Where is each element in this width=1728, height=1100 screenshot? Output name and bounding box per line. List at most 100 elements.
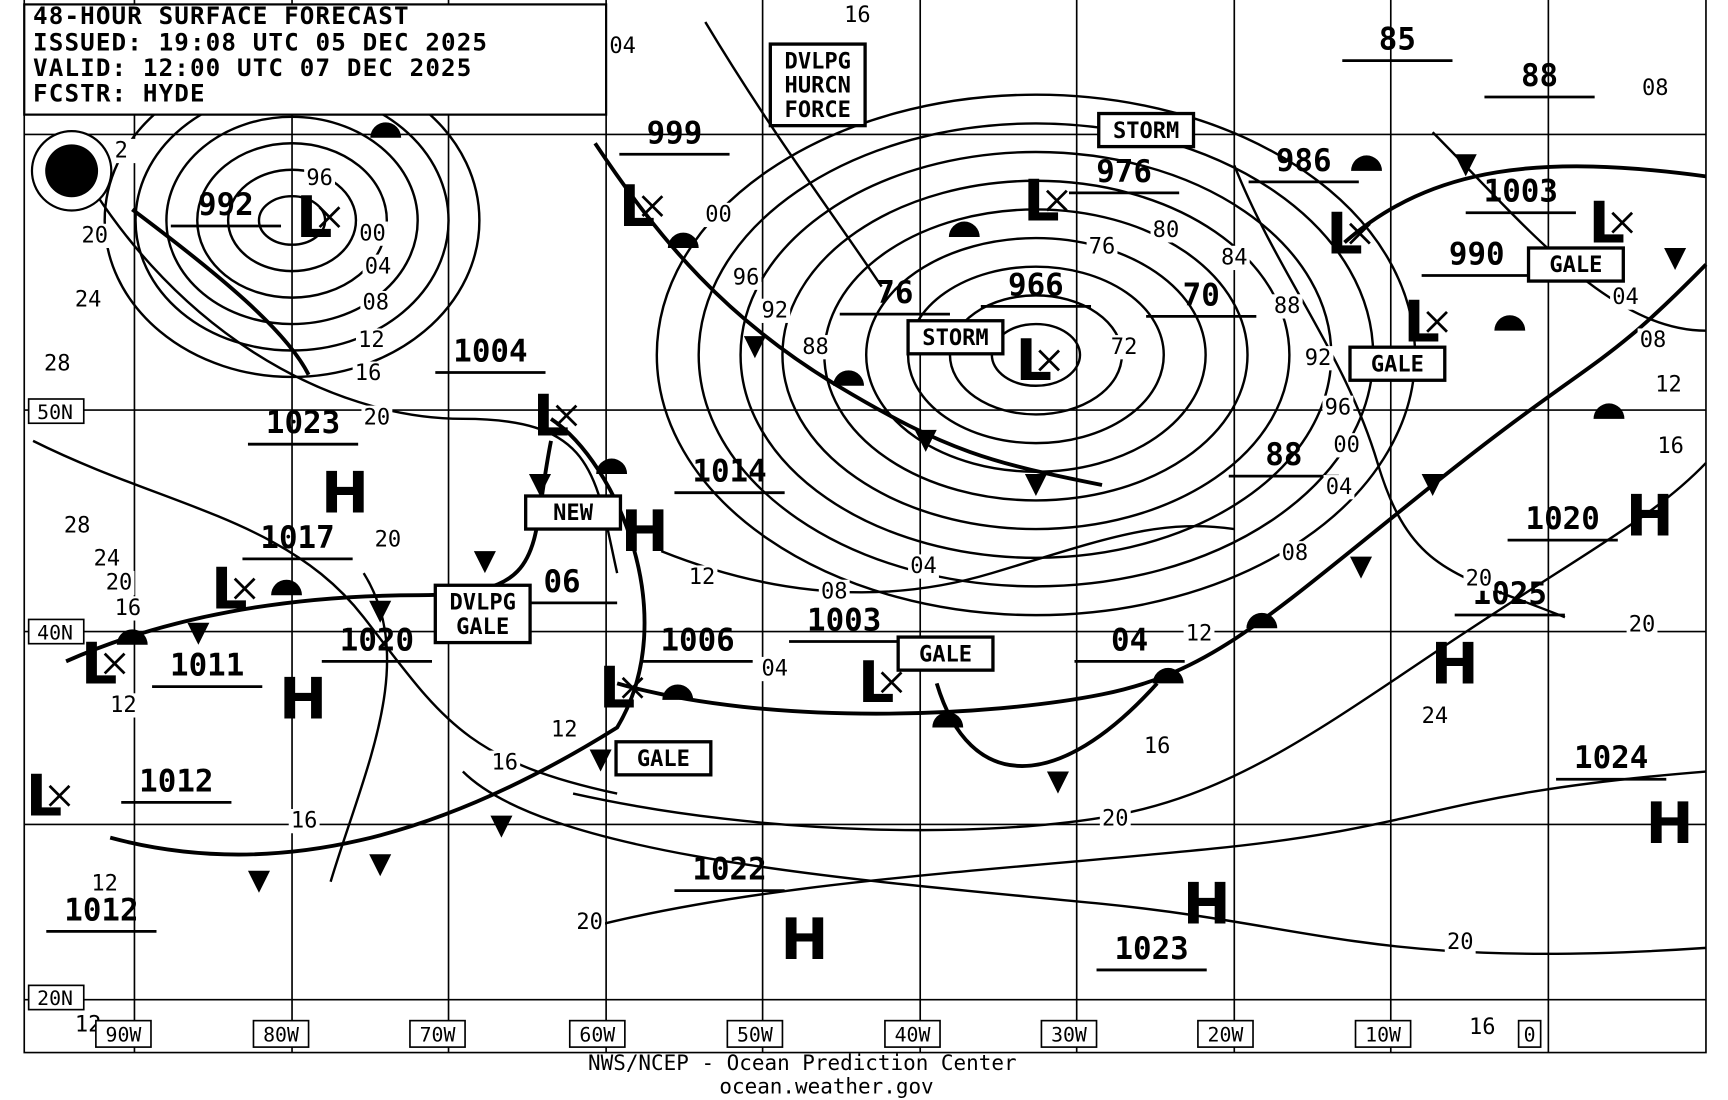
pressure-center: L bbox=[619, 173, 656, 240]
longitude-label: 60W bbox=[579, 1024, 615, 1047]
center-cross bbox=[1038, 349, 1061, 372]
isobar-label: 24 bbox=[75, 287, 102, 312]
label-mask bbox=[41, 351, 73, 376]
pressure-center: H bbox=[1431, 630, 1479, 697]
isobar-label: 12 bbox=[1655, 372, 1682, 397]
label-mask bbox=[72, 287, 104, 312]
label-mask bbox=[288, 809, 320, 834]
isobar bbox=[65, 142, 619, 574]
pressure-center: L bbox=[533, 382, 570, 449]
label-mask bbox=[800, 335, 831, 360]
warning-text: HURCN bbox=[785, 74, 851, 99]
isobar-label: 12 bbox=[91, 872, 118, 897]
label-mask bbox=[357, 221, 388, 246]
pressure-center: H bbox=[321, 460, 369, 527]
warning-box bbox=[1526, 246, 1625, 283]
warning-box bbox=[1097, 111, 1196, 149]
isobar-label: 20 bbox=[82, 223, 109, 248]
label-mask bbox=[841, 3, 873, 28]
isobar-label: 04 bbox=[910, 554, 937, 579]
longitude-label: 10W bbox=[1365, 1024, 1401, 1047]
label-mask bbox=[703, 202, 734, 228]
front-symbol bbox=[369, 854, 392, 877]
front-symbol bbox=[369, 600, 392, 623]
isobar-label: 08 bbox=[1640, 328, 1667, 353]
warning-text: GALE bbox=[1549, 253, 1602, 278]
lon-box bbox=[1197, 1019, 1254, 1048]
front-symbol bbox=[473, 551, 496, 574]
isobar bbox=[594, 770, 1707, 928]
longitude-label: 50W bbox=[737, 1024, 773, 1047]
isobar bbox=[660, 524, 1235, 594]
center-cross bbox=[1611, 211, 1634, 234]
pressure-value: 04 bbox=[1111, 622, 1148, 658]
pressure-center: L bbox=[296, 184, 333, 251]
label-mask bbox=[1099, 806, 1131, 832]
header-line: ISSUED: 19:08 UTC 05 DEC 2025 bbox=[33, 28, 488, 57]
front-symbol bbox=[490, 815, 513, 838]
lon-box bbox=[884, 1019, 941, 1048]
pressure-value: 85 bbox=[1379, 22, 1416, 58]
label-mask bbox=[1218, 245, 1250, 271]
pressure-center: H bbox=[0, 0, 24, 14]
pressure-value: 1014 bbox=[692, 454, 766, 490]
pressure-value: 70 bbox=[1183, 277, 1220, 313]
pressure-value: 990 bbox=[1449, 237, 1505, 273]
isobar-label: 16 bbox=[1657, 434, 1684, 459]
front-symbol bbox=[271, 579, 302, 596]
label-mask bbox=[548, 717, 580, 742]
pressure-center: H bbox=[1626, 483, 1674, 550]
isobar bbox=[572, 462, 1707, 832]
pressure-center: L bbox=[26, 763, 63, 830]
isobar bbox=[781, 179, 1291, 531]
front-symbol bbox=[1350, 556, 1373, 579]
isobar bbox=[704, 21, 883, 288]
isobar bbox=[165, 115, 419, 326]
warning-box bbox=[768, 42, 867, 128]
longitude-label: 20W bbox=[1208, 1024, 1244, 1047]
center-cross bbox=[880, 671, 903, 694]
isobar-label: 2 bbox=[115, 139, 128, 164]
warning-text: GALE bbox=[637, 747, 690, 772]
pressure-value: 88 bbox=[1265, 437, 1302, 473]
pressure-center: L bbox=[1403, 289, 1440, 356]
lon-box bbox=[1517, 1019, 1542, 1048]
warning-box bbox=[614, 740, 713, 777]
longitude-label: 70W bbox=[420, 1024, 456, 1047]
warning-text: DVLPG bbox=[450, 591, 516, 616]
label-mask bbox=[759, 656, 791, 682]
lon-box bbox=[252, 1019, 310, 1048]
front-symbol bbox=[1351, 155, 1382, 171]
front bbox=[1343, 164, 1707, 244]
label-mask bbox=[1302, 346, 1334, 371]
pressure-center: L bbox=[1023, 167, 1060, 234]
warning-box bbox=[896, 635, 995, 672]
label-mask bbox=[103, 570, 135, 596]
isobar-label: 04 bbox=[1612, 285, 1639, 310]
isobar-label: 16 bbox=[1144, 734, 1171, 759]
isobar-label: 92 bbox=[761, 298, 788, 323]
label-mask bbox=[372, 527, 404, 553]
isobar bbox=[823, 208, 1249, 502]
isobar-label: 92 bbox=[1305, 346, 1332, 371]
label-mask bbox=[89, 871, 121, 897]
isobar bbox=[864, 236, 1207, 473]
front bbox=[131, 207, 311, 376]
pressure-center: H bbox=[279, 666, 327, 733]
warning-box bbox=[1348, 345, 1447, 382]
isobar-label: 08 bbox=[1282, 541, 1309, 566]
isobar-label: 16 bbox=[491, 750, 518, 775]
label-mask bbox=[730, 265, 762, 290]
label-mask bbox=[1463, 566, 1495, 591]
isobar-label: 20 bbox=[375, 528, 402, 553]
front-symbol bbox=[932, 712, 964, 728]
pressure-value: 1003 bbox=[807, 602, 881, 638]
pressure-center: H bbox=[1183, 871, 1231, 938]
pressure-value: 06 bbox=[543, 564, 580, 600]
warning-text: STORM bbox=[1113, 119, 1179, 144]
front-symbol bbox=[1421, 473, 1444, 496]
label-mask bbox=[361, 405, 393, 430]
pressure-center: L bbox=[211, 555, 248, 622]
isobar-label: 20 bbox=[1102, 807, 1129, 832]
